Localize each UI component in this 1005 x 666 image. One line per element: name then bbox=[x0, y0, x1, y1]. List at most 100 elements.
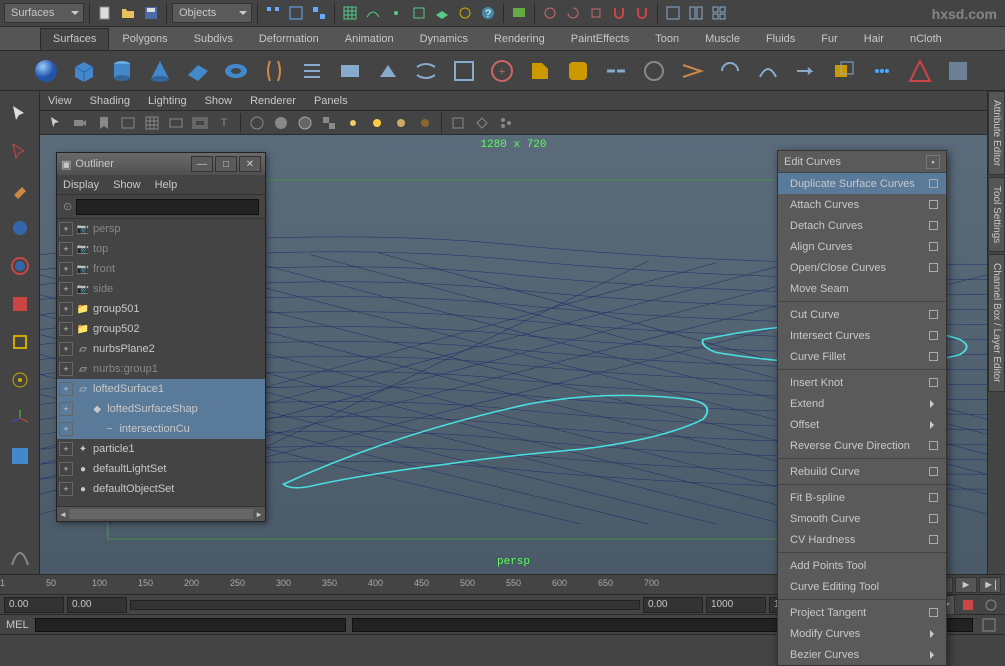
option-box-icon[interactable] bbox=[929, 514, 938, 523]
option-box-icon[interactable] bbox=[929, 535, 938, 544]
outliner-item[interactable]: +📷persp bbox=[57, 219, 265, 239]
expand-icon[interactable]: + bbox=[59, 382, 73, 396]
vp-safe-icon[interactable]: T bbox=[214, 113, 234, 133]
offset-icon[interactable] bbox=[828, 55, 860, 87]
menu-item[interactable]: Curve Editing Tool bbox=[778, 576, 946, 597]
vp-cam-icon[interactable] bbox=[70, 113, 90, 133]
menu-item[interactable]: Reverse Curve Direction bbox=[778, 435, 946, 456]
sphere-icon[interactable] bbox=[30, 55, 62, 87]
menu-item[interactable]: Bezier Curves bbox=[778, 644, 946, 665]
range-val[interactable]: 0.00 bbox=[67, 597, 127, 613]
autokey-icon[interactable] bbox=[958, 595, 978, 615]
option-box-icon[interactable] bbox=[929, 179, 938, 188]
project-icon[interactable] bbox=[866, 55, 898, 87]
menu-item[interactable]: Cut Curve bbox=[778, 304, 946, 325]
planar-icon[interactable] bbox=[334, 55, 366, 87]
menu-item[interactable]: Detach Curves bbox=[778, 215, 946, 236]
right-tab[interactable]: Attribute Editor bbox=[988, 91, 1005, 175]
tab-surfaces[interactable]: Surfaces bbox=[40, 28, 109, 50]
vp-light2-icon[interactable] bbox=[391, 113, 411, 133]
option-box-icon[interactable] bbox=[929, 310, 938, 319]
vp-bookmark-icon[interactable] bbox=[94, 113, 114, 133]
vp-film-icon[interactable] bbox=[166, 113, 186, 133]
vp-sel-icon[interactable] bbox=[46, 113, 66, 133]
cone-icon[interactable] bbox=[144, 55, 176, 87]
outliner-titlebar[interactable]: ▣ Outliner — □ ✕ bbox=[57, 153, 265, 175]
tab-deformation[interactable]: Deformation bbox=[246, 28, 332, 50]
revolve-icon[interactable] bbox=[258, 55, 290, 87]
range-midl[interactable]: 0.00 bbox=[643, 597, 703, 613]
open-icon[interactable] bbox=[118, 3, 138, 23]
tab-hair[interactable]: Hair bbox=[851, 28, 897, 50]
maximize-button[interactable]: □ bbox=[215, 156, 237, 172]
extrude-icon[interactable] bbox=[372, 55, 404, 87]
option-box-icon[interactable] bbox=[929, 200, 938, 209]
maya-logo-icon[interactable] bbox=[5, 544, 35, 574]
vp-shade-icon[interactable] bbox=[271, 113, 291, 133]
manip-tool[interactable] bbox=[5, 327, 35, 357]
omenu-help[interactable]: Help bbox=[155, 179, 178, 191]
vp-share-icon[interactable] bbox=[496, 113, 516, 133]
vmenu-view[interactable]: View bbox=[48, 95, 72, 107]
save-icon[interactable] bbox=[141, 3, 161, 23]
snap-view-icon[interactable] bbox=[409, 3, 429, 23]
vp-wire-icon[interactable] bbox=[247, 113, 267, 133]
vp-grid-icon[interactable] bbox=[142, 113, 162, 133]
expand-icon[interactable]: + bbox=[59, 422, 73, 436]
edit-curves-close[interactable]: ▪ bbox=[926, 155, 940, 169]
layout3-icon[interactable] bbox=[709, 3, 729, 23]
softsel-tool[interactable] bbox=[5, 365, 35, 395]
tab-toon[interactable]: Toon bbox=[642, 28, 692, 50]
expand-icon[interactable]: + bbox=[59, 402, 73, 416]
snap-live-icon[interactable] bbox=[455, 3, 475, 23]
menu-item[interactable]: Smooth Curve bbox=[778, 508, 946, 529]
untrim-icon[interactable] bbox=[942, 55, 974, 87]
hist3-icon[interactable] bbox=[586, 3, 606, 23]
vp-gate-icon[interactable] bbox=[190, 113, 210, 133]
option-box-icon[interactable] bbox=[929, 263, 938, 272]
outliner-item[interactable]: +📷side bbox=[57, 279, 265, 299]
prefs-icon[interactable] bbox=[981, 595, 1001, 615]
help-icon[interactable]: ? bbox=[478, 3, 498, 23]
cylinder-icon[interactable] bbox=[106, 55, 138, 87]
tab-animation[interactable]: Animation bbox=[332, 28, 407, 50]
vmenu-lighting[interactable]: Lighting bbox=[148, 95, 187, 107]
tab-dynamics[interactable]: Dynamics bbox=[407, 28, 481, 50]
vp-image-icon[interactable] bbox=[118, 113, 138, 133]
layout1-icon[interactable] bbox=[663, 3, 683, 23]
rotate-tool[interactable] bbox=[5, 251, 35, 281]
tab-painteffects[interactable]: PaintEffects bbox=[558, 28, 643, 50]
menu-item[interactable]: CV Hardness bbox=[778, 529, 946, 550]
option-box-icon[interactable] bbox=[929, 331, 938, 340]
option-box-icon[interactable] bbox=[929, 467, 938, 476]
vp-light1-icon[interactable] bbox=[367, 113, 387, 133]
vmenu-renderer[interactable]: Renderer bbox=[250, 95, 296, 107]
new-icon[interactable] bbox=[95, 3, 115, 23]
outliner-item[interactable]: + ~intersectionCu bbox=[57, 419, 265, 439]
align-icon[interactable] bbox=[676, 55, 708, 87]
magnet2-icon[interactable] bbox=[632, 3, 652, 23]
expand-icon[interactable]: + bbox=[59, 242, 73, 256]
menuset-dropdown[interactable]: Surfaces bbox=[4, 3, 84, 23]
vp-iso-icon[interactable] bbox=[448, 113, 468, 133]
detach-icon[interactable] bbox=[600, 55, 632, 87]
option-box-icon[interactable] bbox=[929, 378, 938, 387]
menu-item[interactable]: Offset bbox=[778, 414, 946, 435]
range-start[interactable]: 0.00 bbox=[4, 597, 64, 613]
sel-icon[interactable] bbox=[263, 3, 283, 23]
minimize-button[interactable]: — bbox=[191, 156, 213, 172]
attach-icon[interactable] bbox=[638, 55, 670, 87]
extend-icon[interactable] bbox=[790, 55, 822, 87]
tab-polygons[interactable]: Polygons bbox=[109, 28, 180, 50]
outliner-item[interactable]: +▱nurbs:group1 bbox=[57, 359, 265, 379]
square-icon[interactable]: + bbox=[486, 55, 518, 87]
menu-item[interactable]: Intersect Curves bbox=[778, 325, 946, 346]
expand-icon[interactable]: + bbox=[59, 282, 73, 296]
outliner-search-input[interactable] bbox=[76, 199, 259, 215]
expand-icon[interactable]: + bbox=[59, 482, 73, 496]
bevel2-icon[interactable] bbox=[562, 55, 594, 87]
vmenu-panels[interactable]: Panels bbox=[314, 95, 348, 107]
right-tab[interactable]: Channel Box / Layer Editor bbox=[988, 254, 1005, 392]
expand-icon[interactable]: + bbox=[59, 342, 73, 356]
hist-icon[interactable] bbox=[540, 3, 560, 23]
